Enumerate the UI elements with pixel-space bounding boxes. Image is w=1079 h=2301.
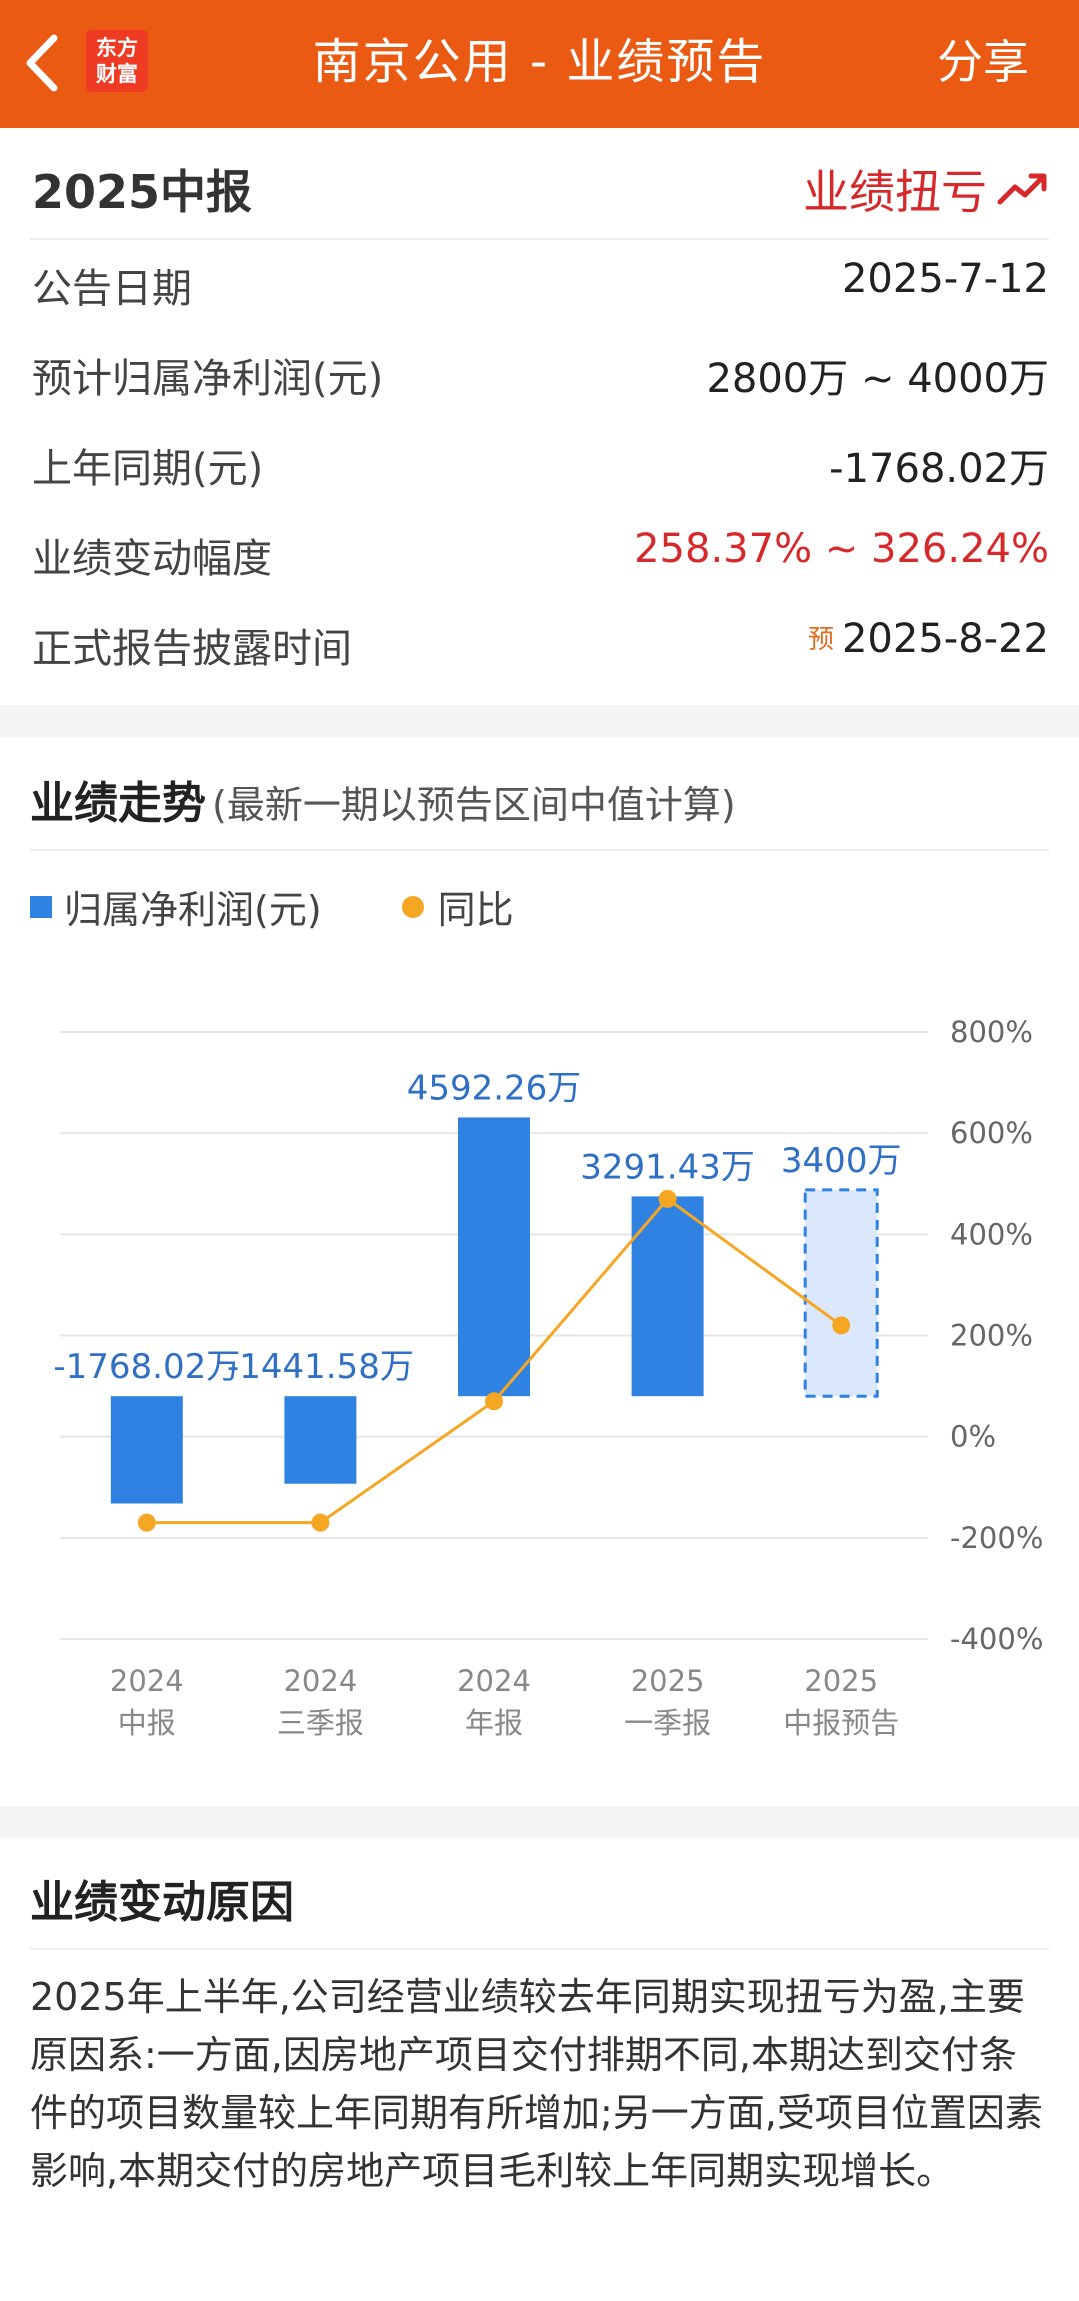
logo-text-line1: 东方: [96, 36, 138, 60]
row-change-range: 业绩变动幅度 258.37% ~ 326.24%: [30, 510, 1049, 600]
x-axis-label-period: 三季报: [277, 1706, 364, 1740]
bar-value-label: 4592.26万: [407, 1068, 582, 1108]
y-axis-tick-label: 600%: [950, 1116, 1033, 1150]
chevron-left-icon: [26, 34, 58, 92]
yoy-point: [485, 1392, 503, 1411]
performance-chart: 800% 600% 400% 200% 0% -200% -400% -1768.02万-14…: [53, 1015, 1043, 1740]
row-net-profit-forecast: 预计归属净利润(元) 2800万 ~ 4000万: [30, 330, 1049, 420]
y-axis-tick-label: 800%: [950, 1015, 1033, 1049]
logo-text-line2: 财富: [96, 62, 138, 86]
x-axis-label-year: 2024: [283, 1664, 357, 1698]
back-button[interactable]: [18, 30, 78, 96]
bar: [284, 1396, 357, 1484]
y-axis-tick-label: 400%: [950, 1217, 1033, 1251]
app-logo: 东方 财富: [86, 30, 148, 92]
bar: [110, 1396, 183, 1504]
performance-trend-card: 业绩走势 (最新一期以预告区间中值计算) 归属净利润(元) 同比 800% 600%…: [0, 737, 1079, 1806]
yoy-point: [137, 1513, 156, 1532]
yoy-point: [658, 1189, 677, 1208]
forecast-bar: [803, 1188, 879, 1398]
legend-bar-label: 归属净利润(元): [64, 888, 322, 932]
yoy-point: [832, 1316, 851, 1335]
y-axis-tick-label: 200%: [950, 1319, 1033, 1353]
row-value-wrap: 预 2025-8-22: [808, 616, 1049, 662]
summary-header: 2025中报 业绩扭亏: [30, 128, 1049, 240]
page-title: 南京公用 - 业绩预告: [312, 34, 767, 90]
yoy-point: [311, 1513, 330, 1532]
x-axis-label-year: 2024: [110, 1664, 184, 1698]
x-axis-label-period: 中报: [118, 1706, 176, 1740]
row-announce-date: 公告日期 2025-7-12: [30, 240, 1049, 330]
row-label: 上年同期(元): [32, 446, 264, 492]
legend-line-label: 同比: [437, 888, 514, 932]
share-button[interactable]: 分享: [937, 35, 1029, 89]
y-axis-tick-label: -200%: [950, 1521, 1043, 1555]
bar-value-label: 3400万: [781, 1141, 902, 1181]
bar: [631, 1196, 704, 1397]
bar-value-label: 3291.43万: [580, 1147, 755, 1187]
x-axis-label-year: 2024: [457, 1664, 531, 1698]
forecast-summary-card: 2025中报 业绩扭亏 公告日期 2025-7-12 预计归属净利润(元) 28…: [0, 128, 1079, 705]
divider: [30, 1948, 1049, 1950]
reason-text: 2025年上半年,公司经营业绩较去年同期实现扭亏为盈,主要原因系:一方面,因房地…: [30, 1975, 1043, 2193]
estimate-tag: 预: [807, 625, 834, 655]
chart-legend: 归属净利润(元) 同比: [30, 879, 514, 934]
change-reason-card: 业绩变动原因 2025年上半年,公司经营业绩较去年同期实现扭亏为盈,主要原因系:…: [0, 1838, 1079, 2301]
performance-flag: 业绩扭亏: [803, 156, 1049, 222]
trend-title: 业绩走势 (最新一期以预告区间中值计算): [30, 767, 736, 831]
bar: [458, 1117, 530, 1397]
bar-value-label: -1441.58万: [227, 1347, 414, 1387]
row-label: 公告日期: [32, 266, 192, 312]
reason-title: 业绩变动原因: [30, 1877, 294, 1928]
legend-line-swatch: [401, 895, 424, 918]
x-axis-label-year: 2025: [804, 1664, 878, 1698]
y-axis-tick-label: 0%: [950, 1420, 996, 1454]
row-label: 业绩变动幅度: [32, 536, 272, 582]
row-label: 正式报告披露时间: [32, 626, 352, 672]
report-period: 2025中报: [32, 165, 253, 219]
legend-bar-swatch: [30, 895, 52, 918]
trend-title-main: 业绩走势: [30, 778, 206, 829]
divider: [30, 849, 1049, 851]
x-axis-label-period: 一季报: [624, 1706, 711, 1740]
row-label: 预计归属净利润(元): [32, 356, 384, 402]
trend-title-sub: (最新一期以预告区间中值计算): [212, 783, 736, 827]
trend-up-icon: [997, 173, 1047, 205]
top-bar: 东方 财富 南京公用 - 业绩预告 分享: [0, 0, 1079, 128]
row-value: 2025-8-22: [841, 616, 1049, 662]
x-axis-label-period: 年报: [465, 1706, 523, 1740]
row-value: 2800万 ~ 4000万: [706, 356, 1049, 402]
row-value: 258.37% ~ 326.24%: [634, 526, 1049, 572]
row-value: 2025-7-12: [841, 256, 1049, 302]
row-prior-year: 上年同期(元) -1768.02万: [30, 420, 1049, 510]
x-axis-label-year: 2025: [631, 1664, 705, 1698]
performance-flag-label: 业绩扭亏: [803, 165, 987, 219]
x-axis-label-period: 中报预告: [783, 1706, 899, 1740]
row-disclosure-date: 正式报告披露时间 预 2025-8-22: [30, 600, 1049, 690]
row-value: -1768.02万: [829, 446, 1049, 492]
bar-value-label: -1768.02万: [53, 1347, 240, 1387]
y-axis-tick-label: -400%: [950, 1622, 1043, 1656]
